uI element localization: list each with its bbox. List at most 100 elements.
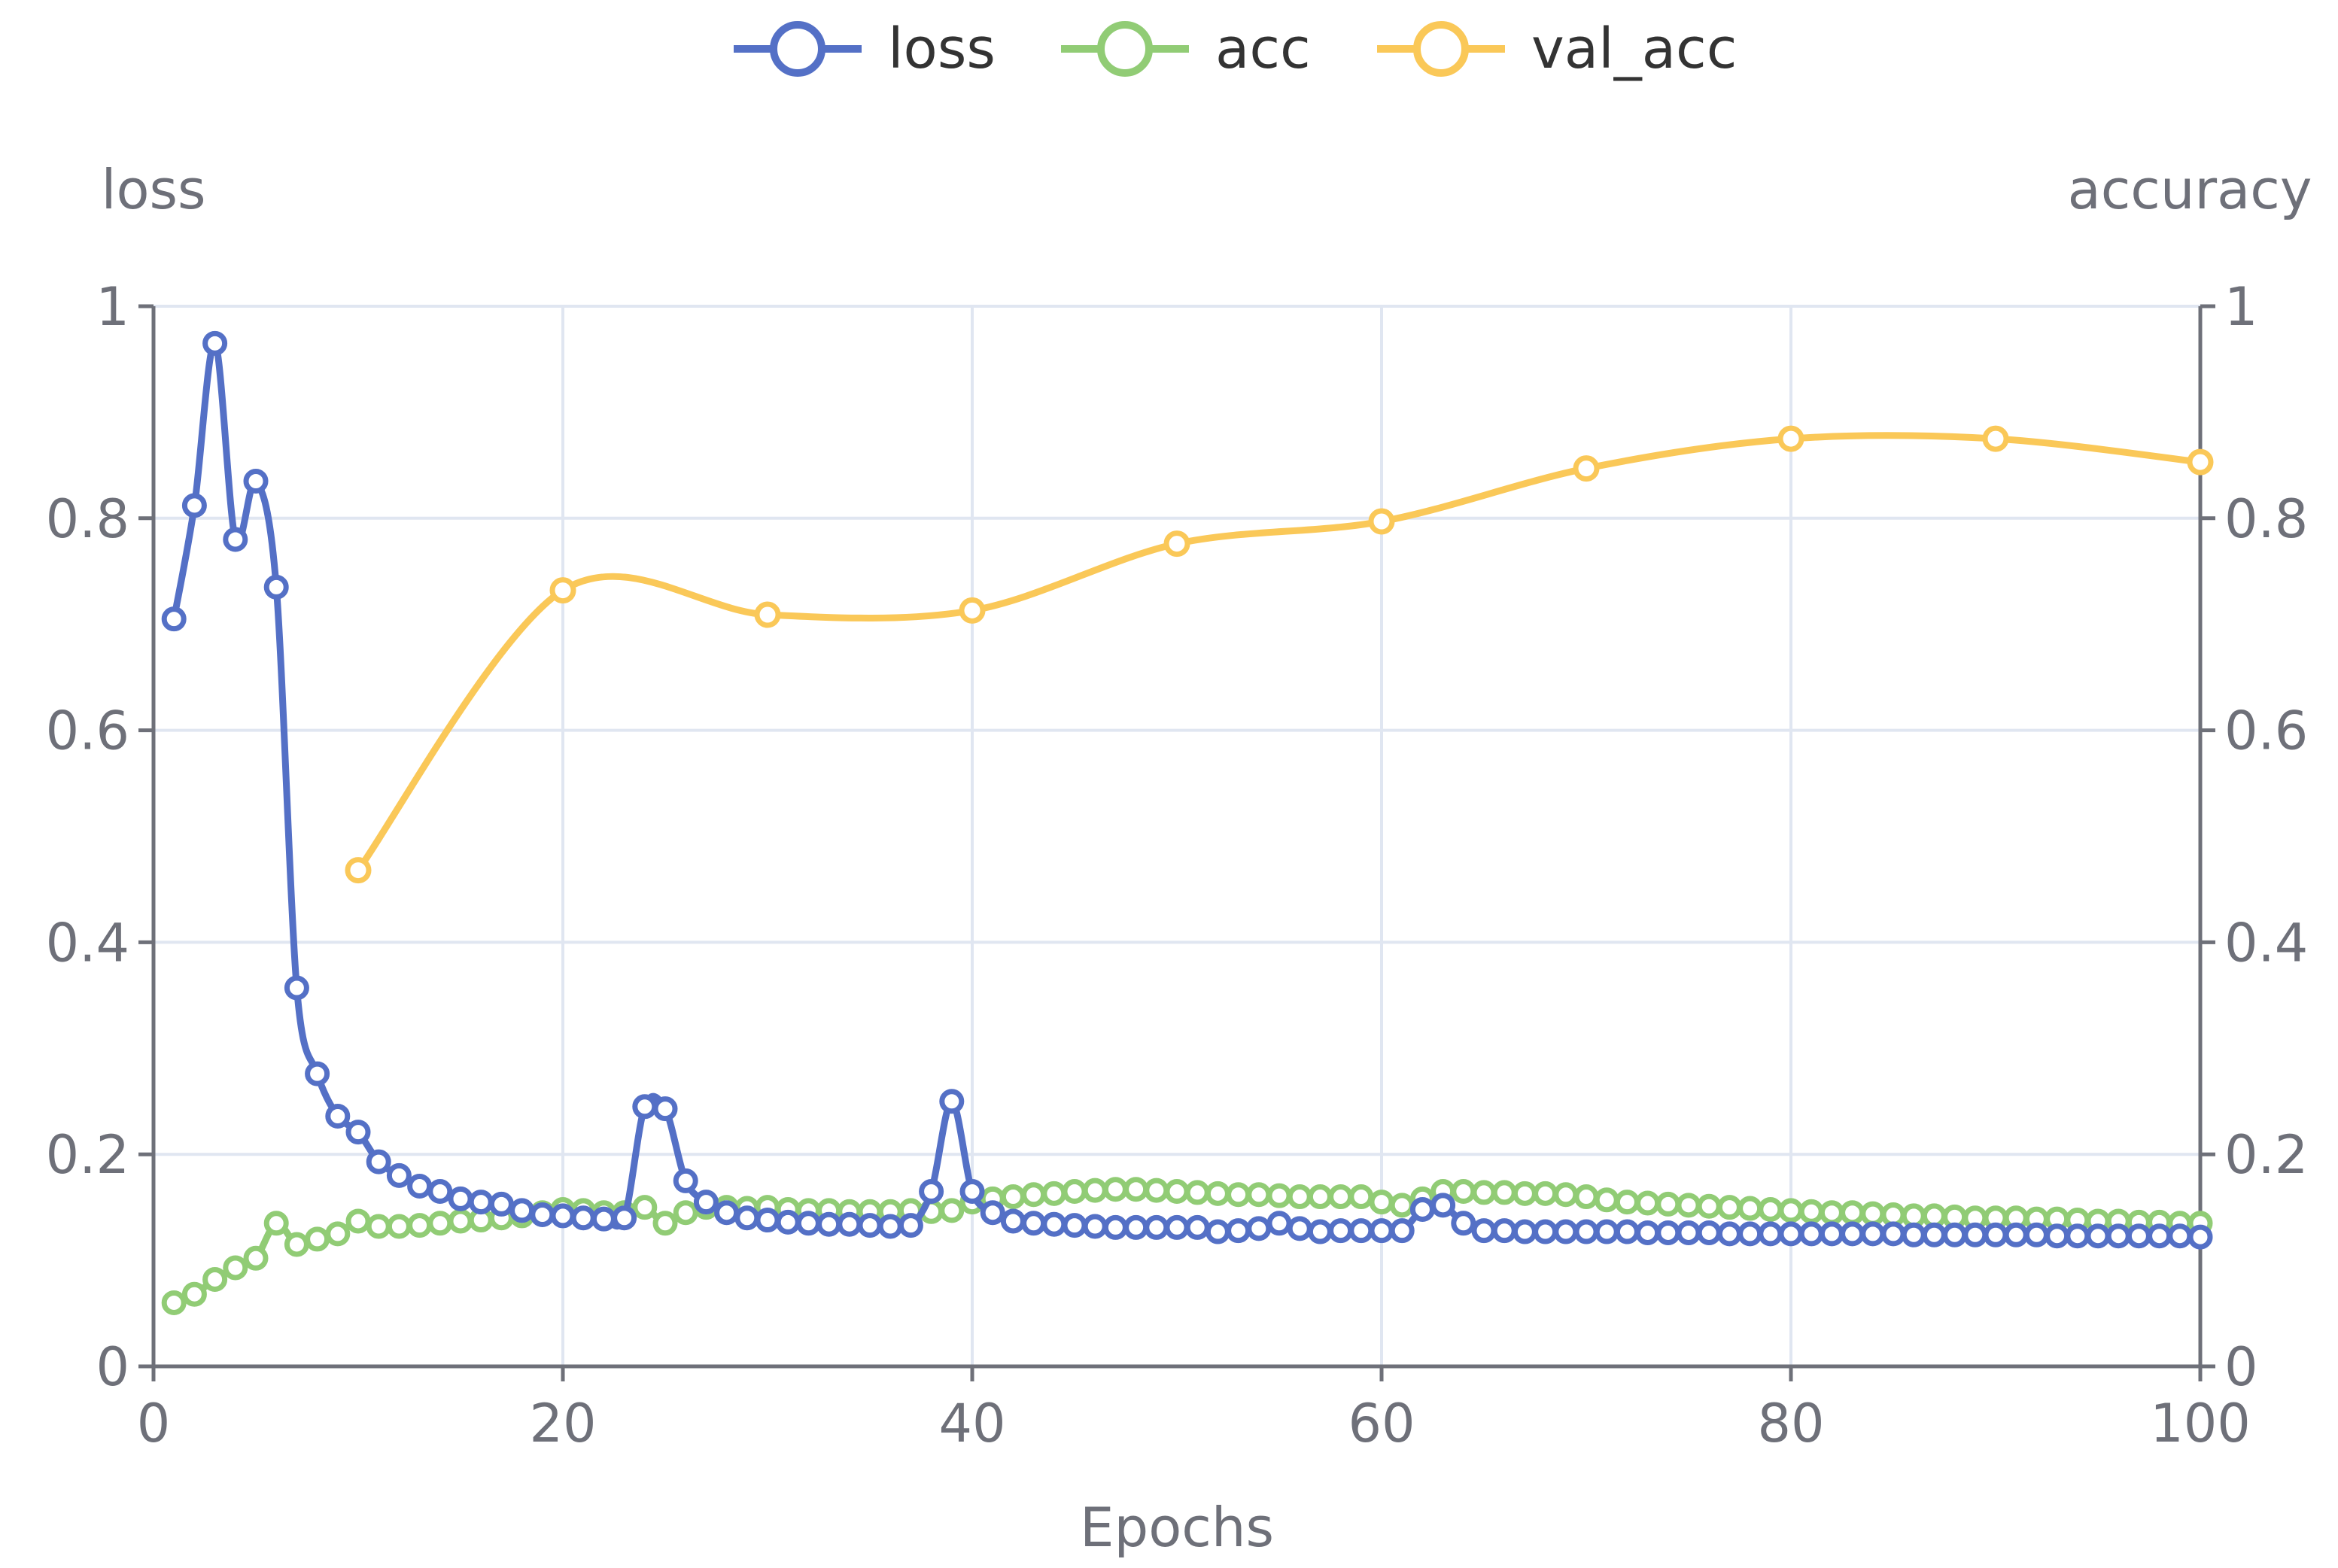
data-point-loss[interactable] (1963, 1222, 1988, 1247)
data-point-loss[interactable] (1553, 1219, 1579, 1244)
data-point-val_acc[interactable] (1368, 508, 1395, 535)
data-point-loss[interactable] (1246, 1216, 1272, 1241)
data-point-val_acc[interactable] (2187, 448, 2214, 476)
data-point-loss[interactable] (673, 1168, 698, 1193)
data-point-loss[interactable] (550, 1203, 576, 1229)
data-point-acc[interactable] (263, 1211, 289, 1236)
data-point-acc[interactable] (1533, 1181, 1558, 1206)
data-point-loss[interactable] (1266, 1211, 1292, 1236)
data-point-acc[interactable] (1840, 1200, 1865, 1226)
data-point-acc[interactable] (427, 1211, 453, 1236)
data-point-loss[interactable] (632, 1094, 658, 1120)
data-point-loss[interactable] (570, 1205, 596, 1231)
data-point-loss[interactable] (243, 468, 269, 494)
data-point-loss[interactable] (857, 1213, 883, 1238)
data-point-acc[interactable] (939, 1198, 965, 1223)
data-point-loss[interactable] (1307, 1219, 1333, 1244)
data-point-loss[interactable] (1184, 1214, 1210, 1240)
data-point-loss[interactable] (1348, 1218, 1374, 1244)
data-point-loss[interactable] (1021, 1211, 1047, 1236)
data-point-loss[interactable] (2003, 1222, 2029, 1247)
data-point-loss[interactable] (1082, 1214, 1108, 1239)
data-point-val_acc[interactable] (345, 857, 372, 884)
data-point-loss[interactable] (959, 1179, 985, 1205)
data-point-acc[interactable] (1287, 1184, 1312, 1210)
data-point-acc[interactable] (366, 1214, 391, 1239)
data-point-loss[interactable] (755, 1208, 780, 1233)
data-point-acc[interactable] (223, 1255, 248, 1281)
data-point-loss[interactable] (1676, 1220, 1701, 1245)
data-point-acc[interactable] (448, 1208, 473, 1234)
data-point-loss[interactable] (2147, 1223, 2172, 1249)
data-point-loss[interactable] (1655, 1220, 1681, 1245)
data-point-loss[interactable] (2188, 1224, 2213, 1250)
data-point-acc[interactable] (1758, 1196, 1783, 1222)
data-point-acc[interactable] (1062, 1179, 1087, 1205)
data-point-loss[interactable] (1901, 1222, 1926, 1247)
data-point-acc[interactable] (1000, 1184, 1026, 1210)
data-point-loss[interactable] (2023, 1222, 2049, 1247)
data-point-acc[interactable] (1123, 1177, 1149, 1202)
data-point-acc[interactable] (1164, 1179, 1190, 1205)
data-point-loss[interactable] (2126, 1223, 2151, 1249)
data-point-loss[interactable] (1921, 1222, 1947, 1247)
data-point-loss[interactable] (509, 1198, 535, 1223)
data-point-val_acc[interactable] (549, 577, 576, 604)
data-point-loss[interactable] (2105, 1223, 2131, 1249)
data-point-loss[interactable] (1409, 1196, 1435, 1222)
data-point-loss[interactable] (1205, 1219, 1230, 1244)
data-point-acc[interactable] (1226, 1182, 1251, 1208)
data-point-acc[interactable] (1573, 1184, 1599, 1210)
data-point-acc[interactable] (1553, 1182, 1579, 1208)
data-point-loss[interactable] (1062, 1213, 1087, 1238)
data-point-loss[interactable] (468, 1190, 494, 1215)
data-point-loss[interactable] (591, 1206, 616, 1232)
data-point-loss[interactable] (795, 1211, 821, 1236)
data-point-acc[interactable] (386, 1214, 412, 1239)
data-point-loss[interactable] (693, 1190, 719, 1215)
data-point-loss[interactable] (1000, 1208, 1026, 1234)
data-point-val_acc[interactable] (1777, 425, 1804, 452)
data-point-acc[interactable] (1144, 1178, 1169, 1203)
data-point-loss[interactable] (1840, 1221, 1865, 1247)
data-point-acc[interactable] (325, 1221, 351, 1247)
data-point-loss[interactable] (2085, 1223, 2111, 1249)
data-point-loss[interactable] (345, 1120, 371, 1145)
data-point-loss[interactable] (284, 975, 309, 1001)
data-point-acc[interactable] (1471, 1180, 1497, 1205)
data-point-acc[interactable] (345, 1208, 371, 1234)
data-point-acc[interactable] (1819, 1200, 1844, 1226)
data-point-acc[interactable] (1082, 1178, 1108, 1203)
data-point-acc[interactable] (1491, 1180, 1517, 1205)
data-point-acc[interactable] (652, 1211, 678, 1236)
data-point-acc[interactable] (305, 1226, 330, 1252)
data-point-loss[interactable] (448, 1186, 473, 1211)
data-point-loss[interactable] (2167, 1223, 2193, 1249)
data-point-val_acc[interactable] (1982, 425, 2009, 452)
data-point-loss[interactable] (263, 574, 289, 600)
data-point-loss[interactable] (1144, 1214, 1169, 1240)
data-point-loss[interactable] (2045, 1223, 2070, 1249)
data-point-loss[interactable] (1594, 1219, 1619, 1244)
data-point-loss[interactable] (1860, 1221, 1886, 1247)
data-point-acc[interactable] (1041, 1181, 1067, 1206)
legend-item-loss[interactable]: loss (734, 17, 996, 81)
legend-item-val_acc[interactable]: val_acc (1377, 17, 1737, 81)
data-point-loss[interactable] (223, 527, 248, 552)
data-point-loss[interactable] (816, 1211, 842, 1237)
data-point-acc[interactable] (1021, 1182, 1047, 1208)
data-point-acc[interactable] (407, 1213, 433, 1238)
data-point-acc[interactable] (1328, 1184, 1354, 1210)
data-point-loss[interactable] (1451, 1211, 1476, 1236)
data-point-loss[interactable] (386, 1162, 412, 1188)
data-point-loss[interactable] (919, 1179, 944, 1205)
legend-item-acc[interactable]: acc (1061, 17, 1311, 81)
data-point-loss[interactable] (1696, 1220, 1722, 1245)
data-point-loss[interactable] (1471, 1218, 1497, 1244)
data-point-acc[interactable] (1307, 1184, 1333, 1210)
data-point-loss[interactable] (530, 1202, 555, 1228)
data-point-acc[interactable] (1716, 1195, 1742, 1220)
data-point-acc[interactable] (1860, 1201, 1886, 1226)
data-point-acc[interactable] (1655, 1191, 1681, 1217)
data-point-acc[interactable] (1738, 1196, 1763, 1221)
